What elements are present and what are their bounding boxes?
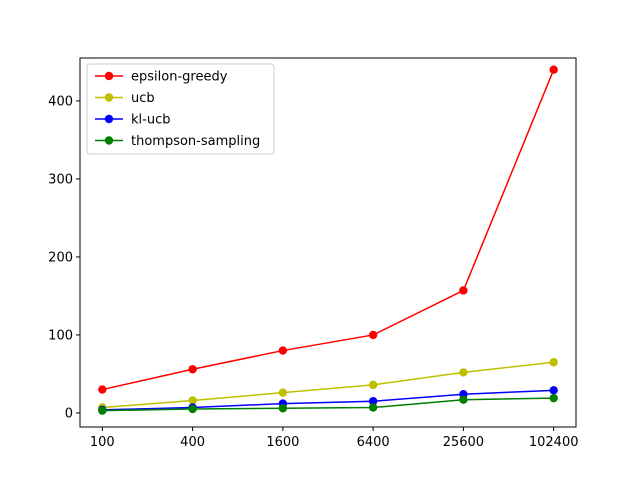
series-line <box>102 389 554 411</box>
series-line <box>102 361 554 409</box>
data-point <box>459 395 468 404</box>
data-point <box>549 393 558 403</box>
data-point <box>368 380 378 390</box>
legend-label: kl-ucb <box>131 113 170 128</box>
data-point <box>278 388 288 397</box>
y-tick-label: 300 <box>48 172 73 187</box>
data-point <box>549 386 558 395</box>
data-point <box>549 65 558 74</box>
data-point <box>549 358 558 367</box>
y-tick-label: 100 <box>48 328 73 343</box>
y-axis: 0 100 200 300 400 <box>48 94 80 421</box>
series-epsilon-greedy <box>98 65 558 394</box>
data-point <box>98 385 107 394</box>
y-tick-label: 200 <box>48 250 73 265</box>
x-tick-label: 25600 <box>443 435 484 450</box>
series-line <box>102 69 555 391</box>
legend-marker <box>104 71 114 81</box>
data-point <box>368 397 378 406</box>
data-point <box>368 330 378 340</box>
plot-area <box>98 65 558 415</box>
x-tick-label: 1600 <box>266 435 299 450</box>
data-point <box>368 403 378 412</box>
data-point <box>278 404 288 413</box>
data-point <box>98 406 107 415</box>
legend-marker <box>104 93 114 102</box>
legend-marker <box>104 114 114 124</box>
legend-item: thompson-sampling <box>95 134 260 149</box>
legend-label: epsilon-greedy <box>131 70 228 85</box>
legend-item: epsilon-greedy <box>95 70 228 85</box>
legend-marker <box>104 136 114 145</box>
legend-box <box>86 63 275 155</box>
data-point <box>188 365 197 374</box>
data-point <box>459 368 468 377</box>
x-tick-label: 100 <box>90 435 115 450</box>
x-tick-label: 400 <box>180 435 205 450</box>
data-point <box>459 286 468 295</box>
series-line <box>102 397 554 412</box>
legend-item: ucb <box>95 91 155 106</box>
data-point <box>188 404 197 414</box>
data-point <box>188 396 197 405</box>
plot-frame <box>79 57 577 428</box>
y-tick-label: 0 <box>65 406 73 421</box>
x-tick-label: 6400 <box>357 435 390 450</box>
legend-label: ucb <box>131 91 155 106</box>
legend-item: kl-ucb <box>95 113 170 128</box>
y-tick-label: 400 <box>48 94 73 109</box>
legend-label: thompson-sampling <box>131 134 260 149</box>
x-tick-label: 102400 <box>529 435 579 450</box>
data-point <box>278 346 288 355</box>
series-thompson-sampling <box>98 393 558 415</box>
legend: epsilon-greedy ucb kl-ucb thompson-sampling <box>86 63 275 155</box>
series-ucb <box>98 358 558 412</box>
x-axis: 100 400 1600 6400 25600 102400 <box>90 427 579 450</box>
